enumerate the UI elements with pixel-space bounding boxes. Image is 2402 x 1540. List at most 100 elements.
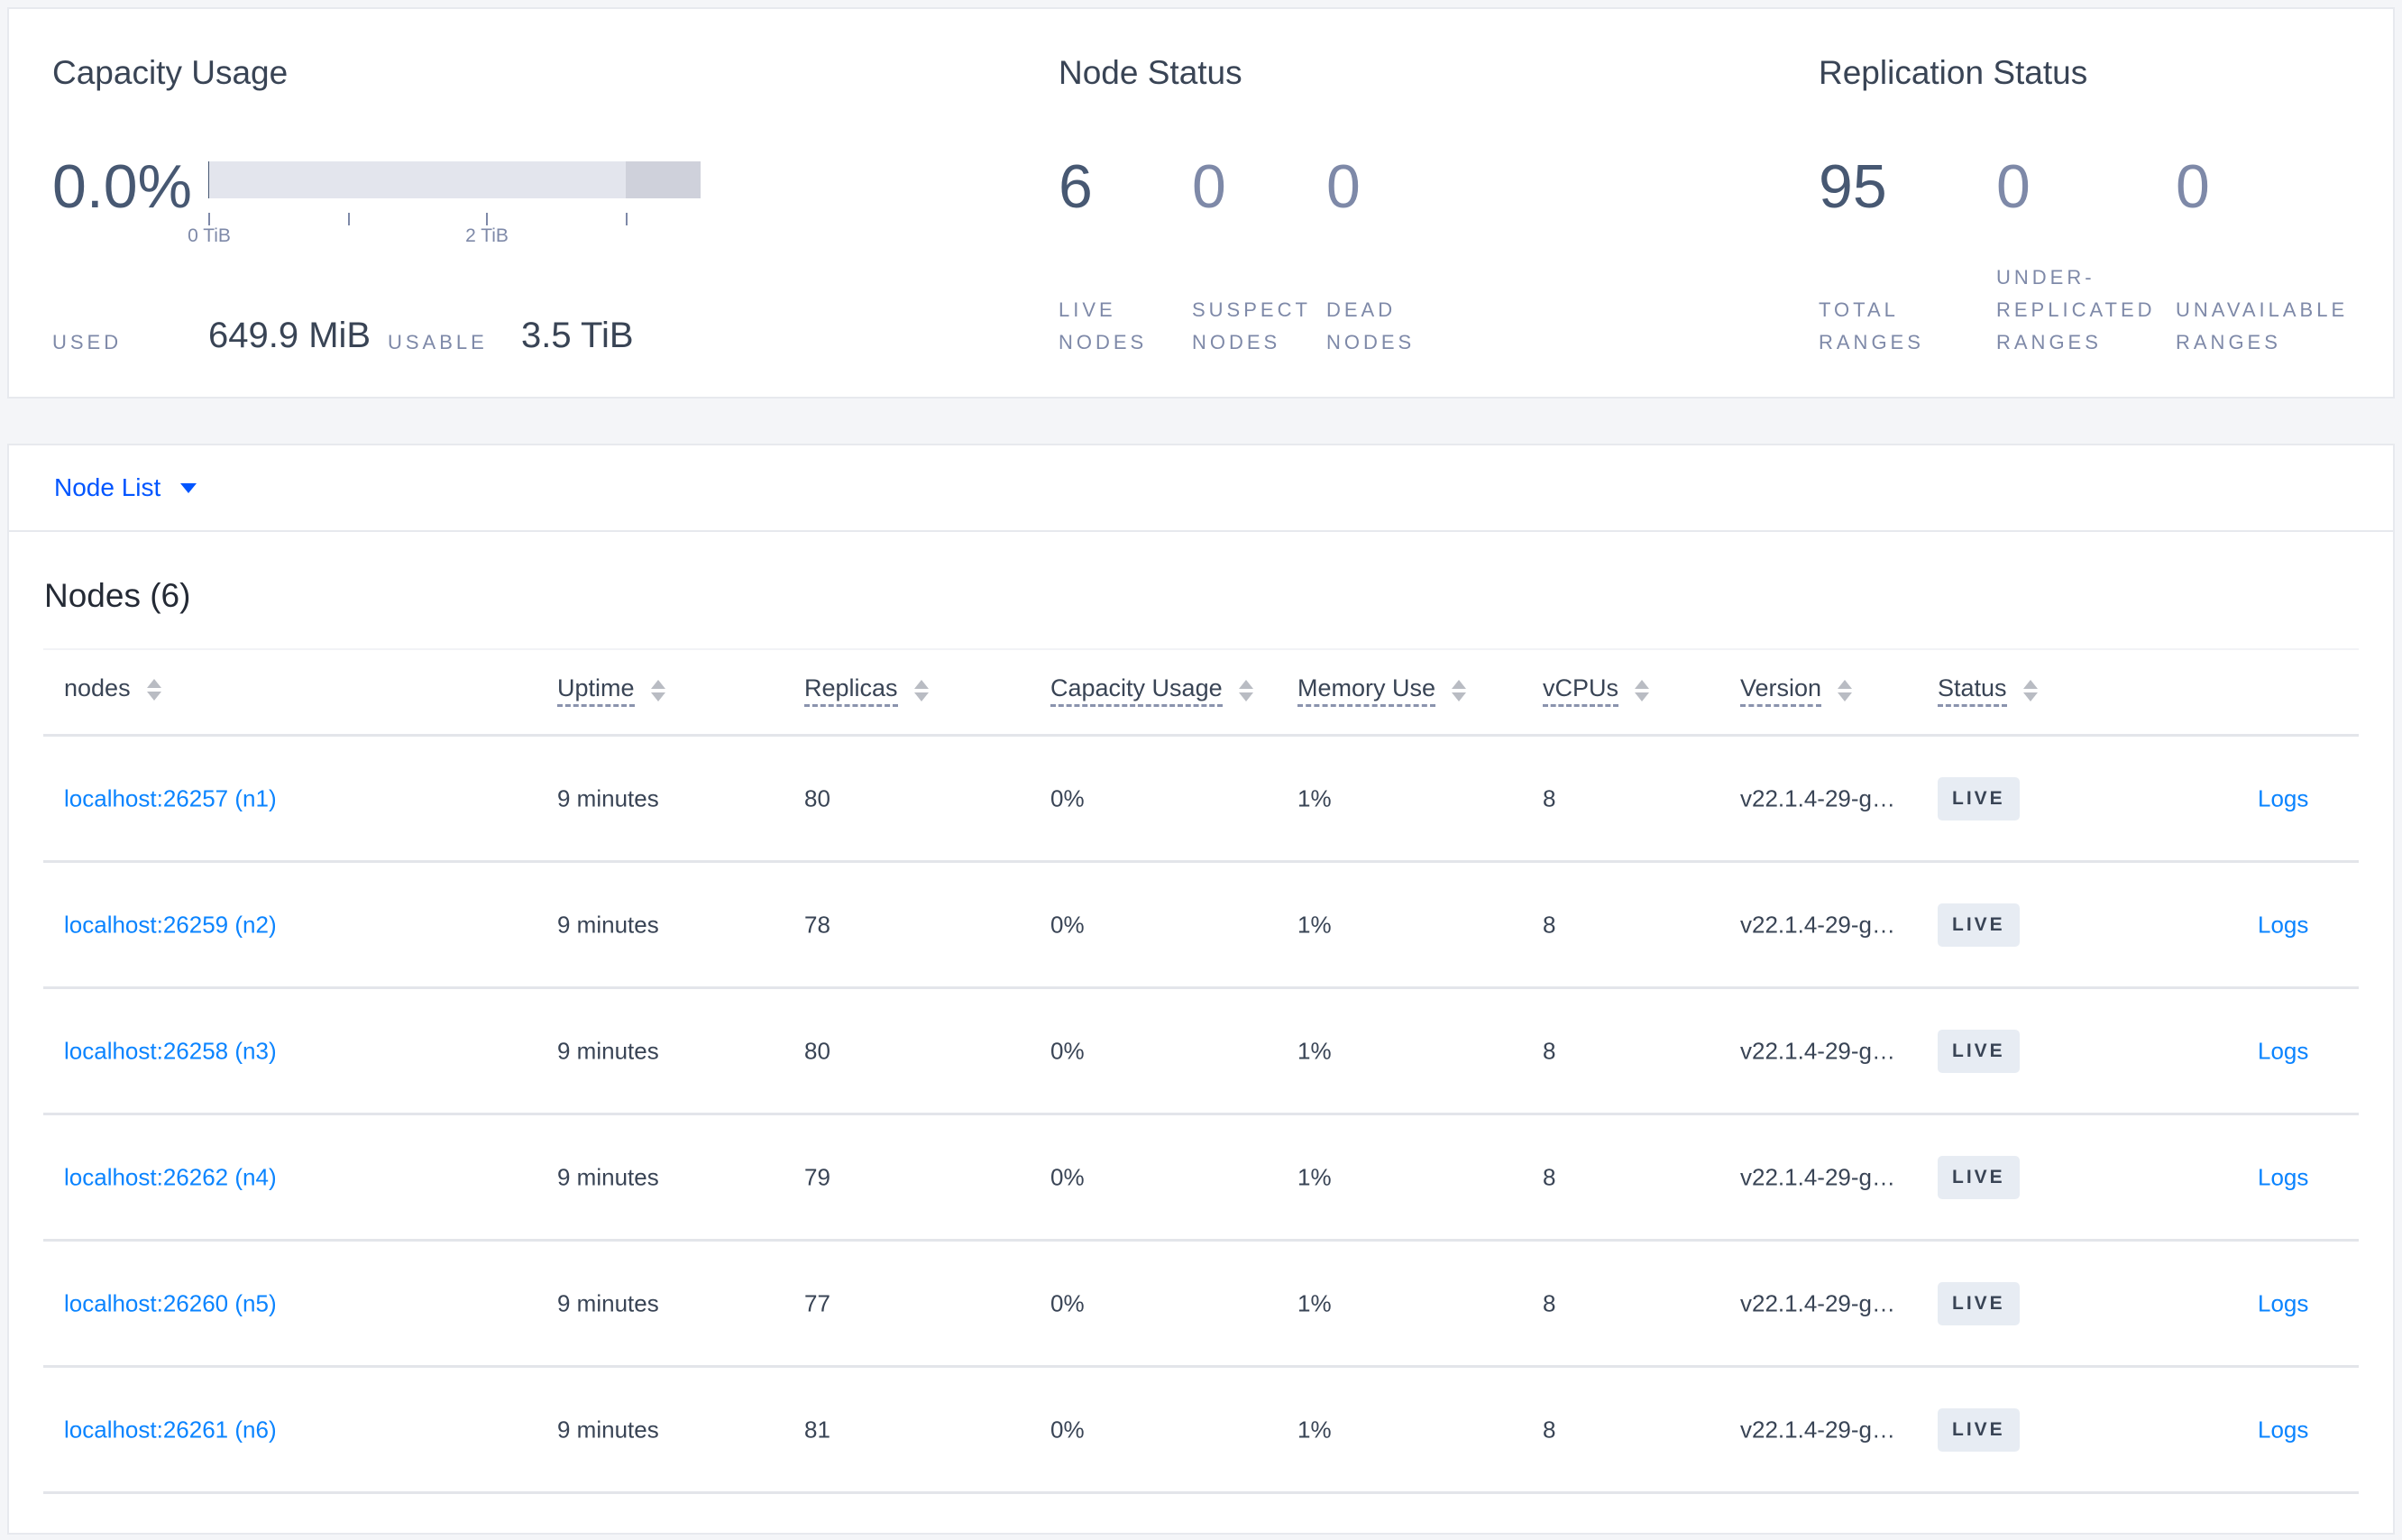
capacity-bar-reserved	[626, 161, 701, 198]
vcpus-cell: 8	[1543, 1037, 1556, 1064]
column-header-label: Status	[1938, 674, 2007, 707]
suspect-nodes-count: 0	[1192, 152, 1226, 221]
tick	[348, 213, 350, 225]
status-badge: LIVE	[1938, 1155, 2020, 1199]
version-cell: v22.1.4-29-g…	[1740, 1289, 1895, 1316]
label-line: RANGES	[1819, 331, 1924, 353]
logs-link[interactable]: Logs	[2258, 1289, 2309, 1316]
unavailable-count: 0	[2176, 152, 2210, 221]
label-line: UNAVAILABLE	[2176, 298, 2349, 321]
memory-cell: 1%	[1297, 1416, 1332, 1443]
column-header-nodes[interactable]: nodes	[64, 674, 161, 704]
replicas-cell: 80	[804, 1037, 830, 1064]
divider	[43, 648, 2359, 650]
column-header-label: Capacity Usage	[1050, 674, 1223, 707]
sort-icon[interactable]	[1452, 680, 1467, 701]
node-link[interactable]: localhost:26259 (n2)	[64, 911, 277, 938]
table-row: localhost:26261 (n6) 9 minutes 81 0% 1% 8 v22.…	[43, 1368, 2359, 1494]
suspect-nodes-label: SUSPECT NODES	[1192, 294, 1311, 359]
vcpus-cell: 8	[1543, 1416, 1556, 1443]
logs-link[interactable]: Logs	[2258, 1416, 2309, 1443]
logs-link[interactable]: Logs	[2258, 1163, 2309, 1190]
node-link[interactable]: localhost:26260 (n5)	[64, 1289, 277, 1316]
tick-label: 2 TiB	[465, 225, 509, 246]
table-row: localhost:26260 (n5) 9 minutes 77 0% 1% 8 v22.…	[43, 1242, 2359, 1368]
under-replicated-label: UNDER- REPLICATED RANGES	[1996, 261, 2156, 359]
unavailable-label: UNAVAILABLE RANGES	[2176, 294, 2348, 359]
replication-title: Replication Status	[1819, 54, 2088, 91]
column-header-capacity-usage[interactable]: Capacity Usage	[1050, 674, 1253, 707]
live-nodes-label: LIVE NODES	[1059, 294, 1147, 359]
tick-label: 0 TiB	[188, 225, 231, 246]
vcpus-cell: 8	[1543, 1289, 1556, 1316]
sort-icon[interactable]	[1838, 680, 1853, 701]
label-line: NODES	[1326, 331, 1416, 353]
uptime-cell: 9 minutes	[557, 784, 659, 811]
tick	[486, 213, 488, 225]
status-badge: LIVE	[1938, 903, 2020, 947]
memory-cell: 1%	[1297, 784, 1332, 811]
view-selector[interactable]: Node List	[9, 445, 2393, 532]
label-line: UNDER-	[1996, 266, 2095, 289]
label-line: LIVE	[1059, 298, 1116, 321]
version-cell: v22.1.4-29-g…	[1740, 784, 1895, 811]
label-line: RANGES	[2176, 331, 2281, 353]
label-line: NODES	[1192, 331, 1281, 353]
column-header-label: nodes	[64, 674, 131, 701]
replicas-cell: 78	[804, 911, 830, 938]
vcpus-cell: 8	[1543, 784, 1556, 811]
column-header-label: vCPUs	[1543, 674, 1619, 707]
node-link[interactable]: localhost:26261 (n6)	[64, 1416, 277, 1443]
node-link[interactable]: localhost:26258 (n3)	[64, 1037, 277, 1064]
capacity-title: Capacity Usage	[52, 54, 289, 91]
total-ranges-count: 95	[1819, 152, 1887, 221]
uptime-cell: 9 minutes	[557, 1163, 659, 1190]
replicas-cell: 77	[804, 1289, 830, 1316]
dead-nodes-label: DEAD NODES	[1326, 294, 1415, 359]
column-header-uptime[interactable]: Uptime	[557, 674, 665, 707]
under-replicated-count: 0	[1996, 152, 2031, 221]
uptime-cell: 9 minutes	[557, 1289, 659, 1316]
node-link[interactable]: localhost:26262 (n4)	[64, 1163, 277, 1190]
capacity-cell: 0%	[1050, 1163, 1085, 1190]
memory-cell: 1%	[1297, 1289, 1332, 1316]
divider	[43, 734, 2359, 737]
view-selector-label: Node List	[54, 473, 161, 501]
sort-icon[interactable]	[913, 680, 929, 701]
logs-link[interactable]: Logs	[2258, 911, 2309, 938]
sort-icon[interactable]	[1238, 680, 1253, 701]
uptime-cell: 9 minutes	[557, 1416, 659, 1443]
status-badge: LIVE	[1938, 776, 2020, 820]
column-header-version[interactable]: Version	[1740, 674, 1853, 707]
capacity-bar	[208, 161, 701, 198]
status-badge: LIVE	[1938, 1029, 2020, 1073]
status-badge: LIVE	[1938, 1281, 2020, 1325]
capacity-percent: 0.0%	[52, 152, 192, 221]
label-line: TOTAL	[1819, 298, 1899, 321]
memory-cell: 1%	[1297, 1037, 1332, 1064]
sort-icon[interactable]	[146, 678, 161, 701]
column-header-label: Replicas	[804, 674, 898, 707]
logs-link[interactable]: Logs	[2258, 1037, 2309, 1064]
column-header-vcpus[interactable]: vCPUs	[1543, 674, 1650, 707]
table-row: localhost:26257 (n1) 9 minutes 80 0% 1% 8 v22.…	[43, 737, 2359, 863]
node-link[interactable]: localhost:26257 (n1)	[64, 784, 277, 811]
label-line: NODES	[1059, 331, 1148, 353]
sort-icon[interactable]	[1635, 680, 1650, 701]
column-header-replicas[interactable]: Replicas	[804, 674, 929, 707]
table-row: localhost:26259 (n2) 9 minutes 78 0% 1% 8 v22.…	[43, 863, 2359, 989]
vcpus-cell: 8	[1543, 1163, 1556, 1190]
used-value: 649.9 MiB	[208, 316, 371, 355]
column-header-status[interactable]: Status	[1938, 674, 2038, 707]
capacity-cell: 0%	[1050, 784, 1085, 811]
sort-icon[interactable]	[650, 680, 665, 701]
version-cell: v22.1.4-29-g…	[1740, 1416, 1895, 1443]
tick	[208, 213, 210, 225]
column-header-memory-use[interactable]: Memory Use	[1297, 674, 1467, 707]
capacity-cell: 0%	[1050, 1289, 1085, 1316]
capacity-cell: 0%	[1050, 1416, 1085, 1443]
label-line: REPLICATED	[1996, 298, 2156, 321]
sort-icon[interactable]	[2022, 680, 2038, 701]
logs-link[interactable]: Logs	[2258, 784, 2309, 811]
uptime-cell: 9 minutes	[557, 1037, 659, 1064]
